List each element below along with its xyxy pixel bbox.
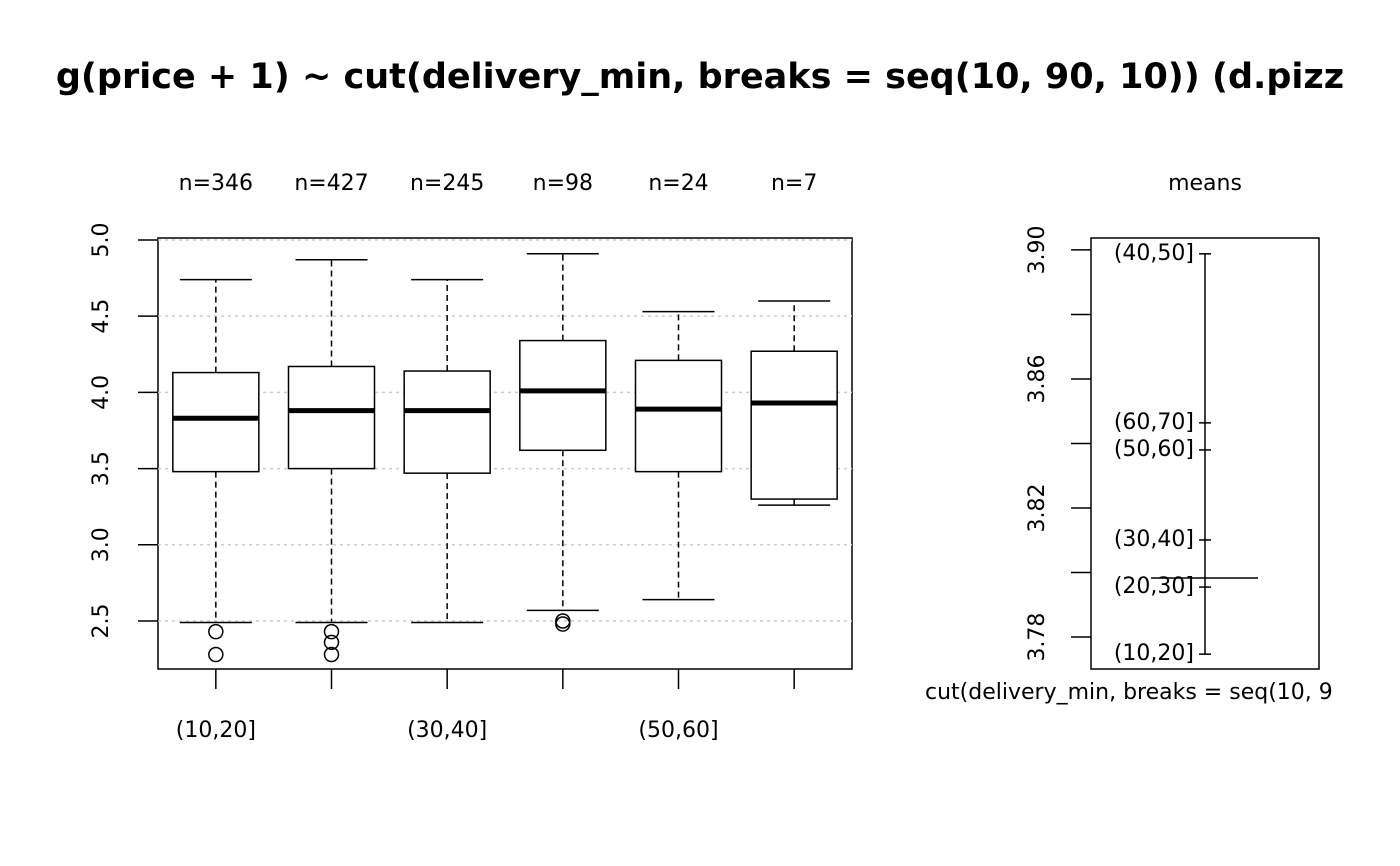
outlier [208,623,224,640]
box [403,370,491,474]
n-label: n=346 [179,171,253,196]
n-label: n=245 [410,171,484,196]
y-tick-label: 3.78 [1025,613,1050,662]
n-label: n=427 [294,171,368,196]
box [287,365,376,470]
n-label: n=7 [771,171,817,196]
means-title: means [1168,171,1242,196]
box [634,359,723,473]
mean-label: (50,60] [1114,437,1194,462]
mean-label: (60,70] [1114,410,1194,435]
x-tick-label: (30,40] [407,718,487,743]
mean-label: (40,50] [1114,241,1194,266]
x-axis-label: cut(delivery_min, breaks = seq(10, 9 [925,680,1333,705]
y-tick-label: 4.5 [89,299,114,334]
means-frame [1090,237,1320,670]
y-tick-label: 3.82 [1025,484,1050,533]
y-tick-label: 3.86 [1025,354,1050,403]
outlier [323,623,340,640]
mean-label: (30,40] [1114,527,1194,552]
y-tick-label: 2.5 [89,603,114,638]
box [750,350,838,500]
box [519,339,607,452]
box [172,371,260,473]
chart-title: g(price + 1) ~ cut(delivery_min, breaks … [56,57,1344,97]
mean-label: (10,20] [1114,641,1194,666]
outlier [323,634,340,651]
x-tick-label: (10,20] [176,718,256,743]
outlier [208,646,224,663]
outlier [323,646,340,663]
n-label: n=24 [648,171,708,196]
plot-frame [157,237,853,670]
y-tick-label: 3.90 [1025,225,1050,274]
mean-label: (20,30] [1114,574,1194,599]
outlier [555,616,571,632]
y-tick-label: 3.5 [89,451,114,486]
y-tick-label: 5.0 [89,222,114,257]
x-tick-label: (50,60] [638,718,718,743]
y-tick-label: 3.0 [89,527,114,562]
n-label: n=98 [533,171,593,196]
y-tick-label: 4.0 [89,375,114,410]
